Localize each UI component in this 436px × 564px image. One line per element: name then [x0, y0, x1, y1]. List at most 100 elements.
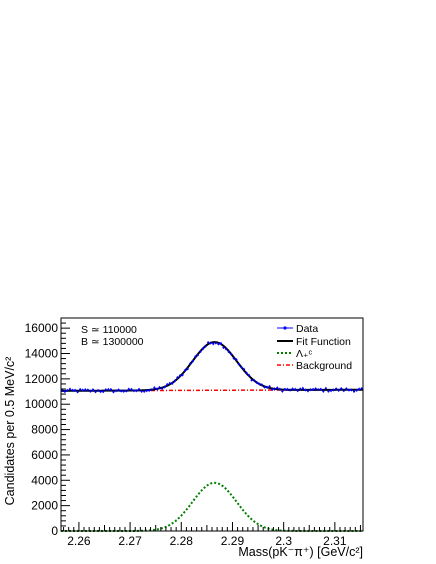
- data-point: [130, 388, 133, 391]
- data-point: [155, 387, 159, 391]
- data-point: [173, 379, 176, 382]
- data-point: [99, 390, 102, 393]
- data-point: [125, 389, 128, 393]
- data-point: [278, 387, 281, 391]
- y-tick-label: 16000: [25, 321, 59, 335]
- data-point: [329, 389, 333, 392]
- data-point: [301, 387, 304, 390]
- data-point: [212, 342, 215, 345]
- data-point: [214, 341, 217, 345]
- data-point: [265, 386, 269, 389]
- data-point: [194, 355, 197, 358]
- data-point: [255, 381, 258, 384]
- data-point: [306, 389, 310, 393]
- data-point: [114, 389, 118, 392]
- data-point: [109, 388, 113, 391]
- data-point: [199, 350, 202, 353]
- data-point: [137, 388, 141, 391]
- data-point: [168, 382, 171, 385]
- data-point: [196, 353, 200, 357]
- y-tick-label: 0: [51, 524, 58, 538]
- data-point: [235, 358, 238, 361]
- data-point: [281, 390, 284, 393]
- data-point: [242, 368, 246, 371]
- data-point: [258, 382, 261, 386]
- data-point: [184, 369, 187, 372]
- data-point: [222, 346, 225, 349]
- data-point: [122, 390, 125, 393]
- y-tick-label: 8000: [31, 423, 58, 437]
- x-axis-label: Mass(pK⁻π⁺) [GeV/c²]: [238, 545, 363, 559]
- data-point: [127, 388, 130, 391]
- data-point: [291, 387, 294, 390]
- svg-text:Data: Data: [296, 323, 318, 335]
- data-point: [245, 371, 248, 375]
- data-point: [273, 387, 276, 390]
- svg-text:Background: Background: [296, 360, 352, 372]
- data-point: [150, 388, 153, 391]
- data-point: [340, 387, 343, 390]
- data-point: [81, 388, 84, 392]
- data-point: [311, 388, 315, 391]
- data-point: [120, 389, 123, 393]
- background-annotation: B ≃ 1300000: [81, 336, 144, 348]
- y-axis-ticks: 0 2000 4000 6000 8000 10000 12000 14000 16000: [25, 317, 70, 538]
- data-point: [350, 388, 353, 392]
- data-point: [153, 386, 156, 389]
- data-point: [145, 389, 148, 392]
- data-point: [332, 388, 335, 392]
- data-point: [319, 388, 322, 391]
- x-tick-label: 2.3: [275, 534, 292, 548]
- data-point: [237, 362, 240, 366]
- data-point: [283, 388, 287, 391]
- data-point: [304, 388, 307, 392]
- x-tick-label: 2.29: [221, 534, 245, 548]
- data-point: [163, 385, 166, 389]
- y-tick-label: 2000: [31, 499, 58, 513]
- data-point: [132, 389, 136, 392]
- plot-frame: [60, 317, 364, 532]
- x-tick-label: 2.28: [170, 534, 194, 548]
- data-point: [102, 390, 105, 393]
- x-tick-label: 2.31: [323, 534, 347, 548]
- svg-text:Fit Function: Fit Function: [296, 336, 351, 348]
- data-point: [250, 378, 253, 382]
- data-point: [140, 390, 143, 393]
- data-point: [314, 387, 317, 390]
- data-point: [345, 387, 348, 390]
- data-point: [63, 390, 66, 393]
- y-tick-label: 12000: [25, 372, 59, 386]
- data-point: [117, 388, 120, 391]
- data-point: [232, 357, 235, 360]
- data-point: [148, 389, 151, 392]
- data-point: [271, 388, 274, 391]
- data-point: [171, 382, 174, 385]
- data-point: [66, 389, 69, 392]
- data-point: [335, 387, 338, 390]
- data-point: [358, 387, 361, 391]
- legend-entry-fit-function: Fit Function: [277, 336, 351, 348]
- data-point: [181, 373, 184, 377]
- y-tick-label: 4000: [31, 473, 58, 487]
- x-tick-label: 2.26: [67, 534, 91, 548]
- data-point: [263, 385, 266, 389]
- legend-entry-data: Data: [277, 323, 318, 335]
- data-point: [86, 388, 89, 392]
- data-point: [286, 388, 289, 391]
- data-point: [309, 388, 312, 391]
- data-point: [276, 386, 279, 389]
- x-axis-ticks: 2.26 2.27 2.28 2.29 2.3 2.31: [63, 522, 361, 548]
- y-tick-label: 6000: [31, 448, 58, 462]
- data-point: [327, 390, 330, 393]
- data-point: [166, 383, 169, 386]
- data-point: [268, 385, 271, 388]
- data-point: [68, 388, 72, 391]
- data-point: [253, 379, 256, 382]
- data-point: [143, 390, 146, 393]
- data-points-layer: [61, 341, 363, 394]
- y-axis-label: Candidates per 0.5 MeV/c²: [3, 357, 17, 506]
- data-point: [209, 341, 212, 345]
- data-point: [107, 388, 110, 391]
- legend-entry-background: Background: [277, 360, 352, 372]
